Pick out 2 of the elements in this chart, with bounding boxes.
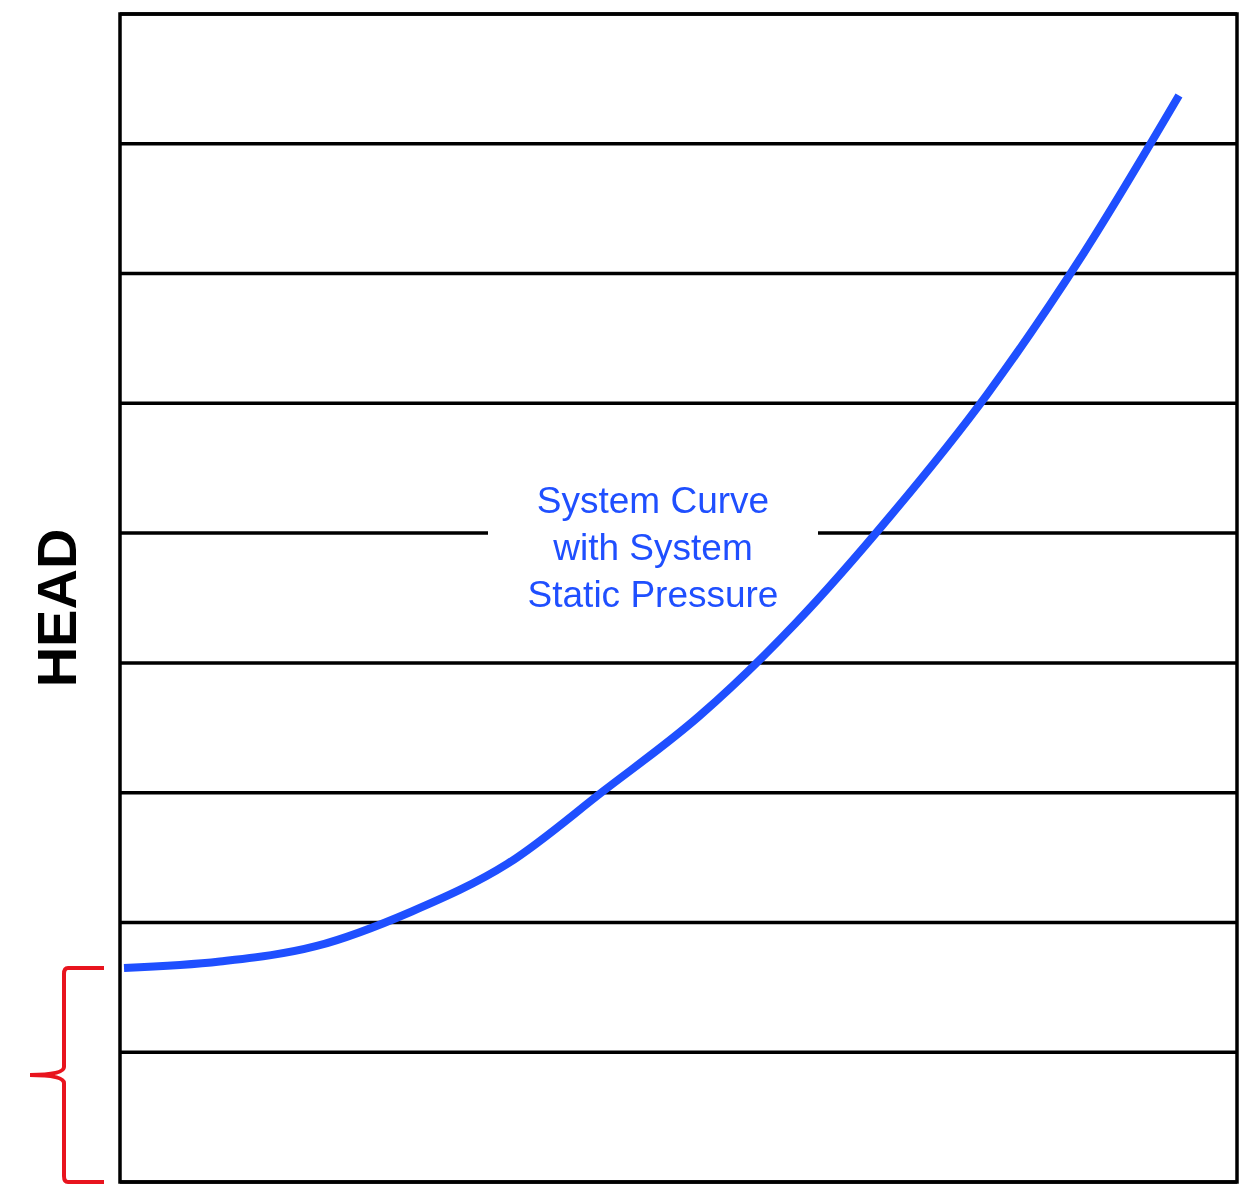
y-axis-title: HEAD bbox=[25, 528, 88, 688]
annotation: System Curve with System Static Pressure bbox=[527, 479, 779, 615]
